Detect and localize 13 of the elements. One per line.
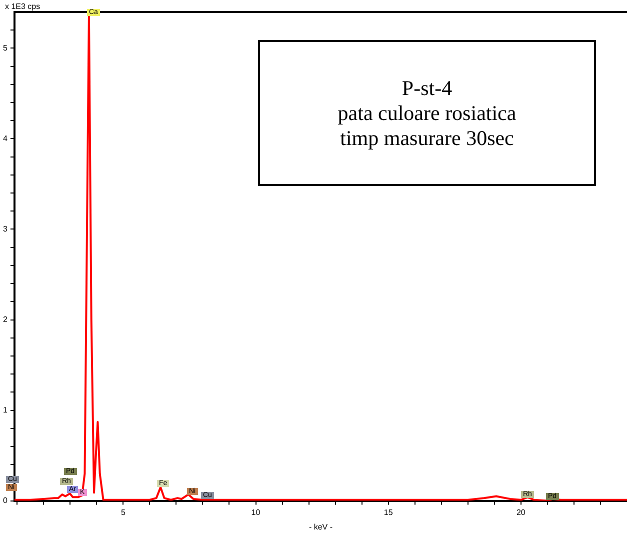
y-axis-title: x 1E3 cps — [5, 2, 40, 12]
x-tick-label: 5 — [120, 508, 126, 517]
y-tick-label: 1 — [2, 405, 8, 414]
x-tick-label: 15 — [384, 508, 394, 517]
y-tick-label: 4 — [2, 134, 8, 143]
y-tick-label: 0 — [2, 496, 8, 506]
annotation: P-st-4 pata culoare rosiatica timp masurare 30sec — [258, 40, 596, 186]
x-tick-label: 10 — [251, 508, 261, 517]
x-tick-label: 20 — [516, 508, 526, 517]
x-axis-title: - keV - — [308, 522, 333, 532]
y-tick-label: 2 — [2, 314, 8, 324]
y-tick-label: 5 — [2, 43, 8, 52]
y-tick-label: 3 — [2, 224, 8, 234]
